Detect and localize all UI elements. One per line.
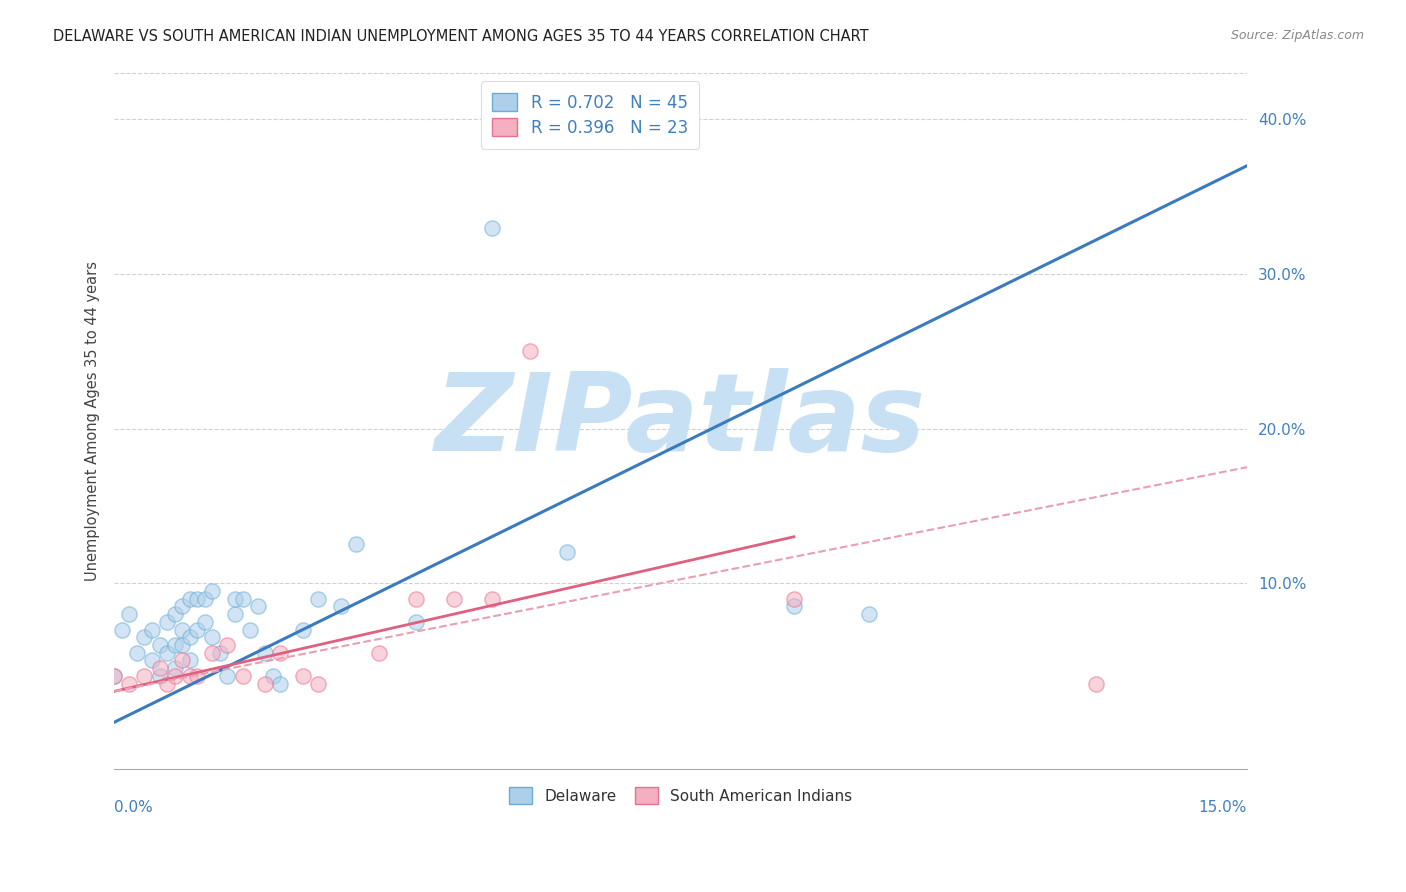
Point [201,646,224,660]
Point [179,630,201,644]
Point [134,669,156,683]
Point [405,591,427,606]
Point [179,669,201,683]
Point [172,623,194,637]
Point [292,669,315,683]
Point [208,646,231,660]
Point [186,623,208,637]
Point [194,615,217,629]
Point [519,344,541,359]
Point [217,638,239,652]
Text: 0.0%: 0.0% [114,800,153,815]
Point [163,607,186,621]
Point [172,599,194,614]
Point [179,591,201,606]
Point [172,638,194,652]
Point [163,638,186,652]
Point [443,591,465,606]
Point [858,607,880,621]
Point [344,537,367,551]
Point [232,591,254,606]
Point [156,615,179,629]
Point [201,630,224,644]
Point [111,623,134,637]
Point [481,220,503,235]
Point [292,623,315,637]
Point [148,669,170,683]
Point [148,661,170,675]
Point [481,591,503,606]
Point [186,669,208,683]
Text: 15.0%: 15.0% [1199,800,1247,815]
Point [163,661,186,675]
Point [125,646,148,660]
Point [163,669,186,683]
Point [254,646,277,660]
Point [367,646,389,660]
Text: DELAWARE VS SOUTH AMERICAN INDIAN UNEMPLOYMENT AMONG AGES 35 TO 44 YEARS CORRELA: DELAWARE VS SOUTH AMERICAN INDIAN UNEMPL… [53,29,869,44]
Point [148,638,170,652]
Text: Source: ZipAtlas.com: Source: ZipAtlas.com [1230,29,1364,42]
Text: ZIPatlas: ZIPatlas [434,368,927,474]
Point [269,676,291,690]
Point [232,669,254,683]
Point [254,676,277,690]
Point [118,676,141,690]
Point [307,676,329,690]
Point [239,623,262,637]
Point [1085,676,1108,690]
Point [141,623,163,637]
Point [156,676,179,690]
Point [557,545,579,559]
Point [103,669,125,683]
Point [134,630,156,644]
Point [224,607,246,621]
Point [307,591,329,606]
Point [141,653,163,667]
Point [118,607,141,621]
Point [246,599,269,614]
Legend: Delaware, South American Indians: Delaware, South American Indians [501,778,862,814]
Point [783,591,806,606]
Point [269,646,291,660]
Point [224,591,246,606]
Point [194,591,217,606]
Point [405,615,427,629]
Point [179,653,201,667]
Point [262,669,284,683]
Point [201,583,224,598]
Point [186,591,208,606]
Point [103,669,125,683]
Point [156,646,179,660]
Point [172,653,194,667]
Y-axis label: Unemployment Among Ages 35 to 44 years: Unemployment Among Ages 35 to 44 years [86,260,100,581]
Point [783,599,806,614]
Point [217,669,239,683]
Point [329,599,352,614]
